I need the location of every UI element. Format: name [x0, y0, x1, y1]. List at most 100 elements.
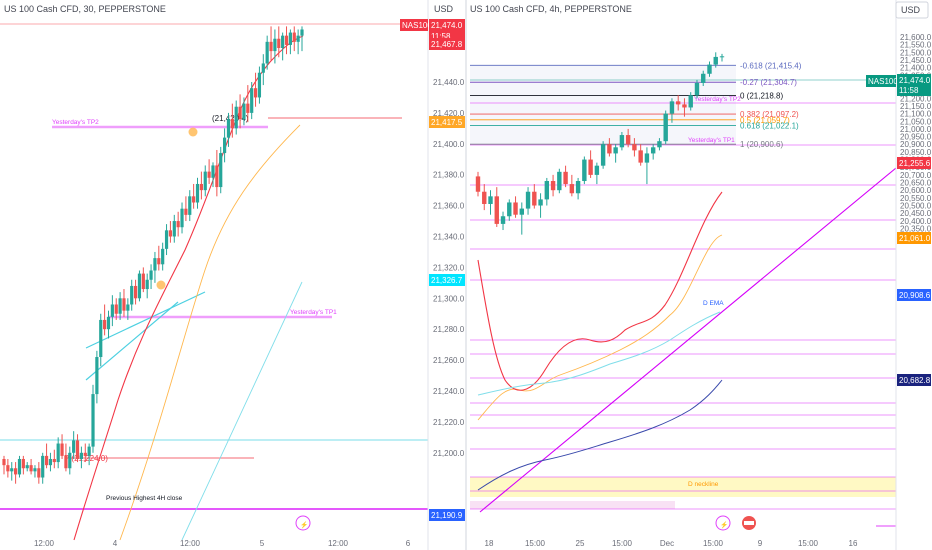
candle-body — [644, 153, 650, 163]
high-badge: 21,467.8 — [431, 40, 463, 49]
prev-high-label: Previous Highest 4H close — [106, 495, 183, 502]
time-tick-label: 12:00 — [328, 539, 349, 548]
candle-body — [638, 150, 643, 163]
candle-body — [79, 452, 84, 459]
candle-body — [161, 248, 165, 265]
candle-body — [68, 452, 72, 469]
candle-body — [184, 208, 188, 215]
price-tick-label: 21,150.0 — [900, 102, 932, 111]
ema-label: D EMA — [703, 300, 724, 307]
price-tick-label: 21,240.0 — [433, 387, 465, 396]
trendline-b — [85, 301, 179, 381]
fib-label: 0.618 (21,022.1) — [740, 122, 799, 131]
candle-body — [238, 106, 242, 120]
candle-body — [153, 258, 157, 271]
candle-body — [650, 147, 656, 154]
candle-body — [95, 357, 99, 395]
price-tick-label: 21,340.0 — [433, 233, 465, 242]
time-tick-label: 5 — [260, 539, 265, 548]
candle-body — [10, 468, 14, 472]
candle-body — [180, 208, 184, 228]
candle-body — [682, 104, 687, 108]
countdown-badge: 11:58 — [899, 86, 919, 95]
level-blue2-badge-bg — [897, 374, 931, 386]
candle-body — [103, 319, 107, 330]
candle-body — [688, 95, 693, 108]
lightning-icon[interactable] — [295, 515, 311, 531]
candle-body — [246, 103, 250, 113]
time-tick-label: 6 — [406, 539, 411, 548]
candle-body — [168, 230, 173, 237]
candle-body — [569, 184, 575, 194]
fib-label: -0.618 (21,415.4) — [740, 61, 802, 70]
time-tick-label: 15:00 — [525, 539, 546, 548]
price-tick-label: 21,000.0 — [900, 125, 932, 134]
fib-label: 0 (21,218.8) — [740, 91, 783, 100]
candle-body — [203, 171, 207, 191]
candle-body — [145, 279, 149, 290]
left-chart-title: US 100 Cash CFD, 30, PEPPERSTONE — [4, 4, 166, 14]
price-tick-label: 20,600.0 — [900, 186, 932, 195]
candle-body — [176, 221, 180, 228]
price-tick-label: 21,320.0 — [433, 263, 465, 272]
symbol-badge: NAS100 — [402, 21, 432, 30]
candle-body — [41, 455, 45, 478]
candle-body — [657, 141, 662, 148]
last-price-badge-bg — [429, 19, 465, 31]
right-currency-label[interactable]: USD — [901, 5, 921, 15]
price-tick-label: 20,700.0 — [900, 171, 932, 180]
candle-body — [500, 216, 506, 224]
level-cyan-badge-bg — [429, 274, 465, 286]
candle-body — [557, 171, 562, 191]
left-currency-label[interactable]: USD — [434, 4, 454, 14]
level-blue2-badge: 20,682.8 — [899, 376, 931, 385]
candle-body — [488, 196, 493, 204]
lightning-icon[interactable] — [715, 515, 731, 531]
candle-body — [713, 56, 718, 65]
fast-ema-line — [477, 191, 723, 391]
candle-body — [199, 183, 203, 191]
flag-stripe — [744, 521, 754, 525]
candle-body — [110, 304, 114, 317]
price-tick-label: 21,600.0 — [900, 33, 932, 42]
symbol-badge: NAS100 — [868, 77, 898, 86]
time-tick-label: 15:00 — [798, 539, 819, 548]
left-chart[interactable]: Yesterday's TP2 Yesterday's TP1 P (21,224.… — [0, 0, 466, 550]
candle-body — [230, 119, 234, 129]
symbol-badge-bg — [400, 19, 428, 31]
candle-body — [29, 465, 33, 472]
price-tick-label: 20,950.0 — [900, 133, 932, 142]
candle-body — [575, 181, 581, 194]
candle-body — [676, 101, 681, 105]
price-tick-label: 20,550.0 — [900, 194, 932, 203]
countdown-badge: 11:58 — [431, 32, 451, 41]
candle-body — [582, 159, 587, 182]
candle-body — [44, 455, 49, 466]
candle-body — [122, 298, 126, 311]
candle-body — [261, 63, 265, 73]
candle-body — [707, 64, 712, 74]
candle-body — [532, 191, 537, 206]
candle-body — [48, 458, 53, 466]
candle-body — [563, 171, 568, 185]
marker-dot — [188, 127, 198, 137]
slow-ema-line — [119, 124, 301, 541]
candle-body — [538, 199, 543, 206]
candle-body — [594, 165, 600, 175]
price-tick-label: 21,200.0 — [900, 94, 932, 103]
lightning-glyph: ⚡ — [300, 521, 308, 529]
fib-zone — [470, 65, 736, 145]
price-tick-label: 21,400.0 — [433, 140, 465, 149]
candle-body — [141, 273, 145, 290]
price-tick-label: 21,220.0 — [433, 418, 465, 427]
pivot-label: P (21,224.0) — [64, 454, 108, 463]
countdown-badge-bg — [897, 84, 931, 96]
price-tick-label: 21,450.0 — [900, 56, 932, 65]
candle-body — [72, 440, 76, 453]
right-chart[interactable]: -0.618 (21,415.4) -0.27 (21,304.7) 0 (21,2… — [470, 0, 932, 550]
candle-body — [234, 106, 238, 129]
candle-body — [157, 258, 161, 265]
level-red-badge: 21,255.6 — [899, 159, 931, 168]
candle-body — [632, 144, 637, 151]
candle-body — [513, 202, 518, 215]
